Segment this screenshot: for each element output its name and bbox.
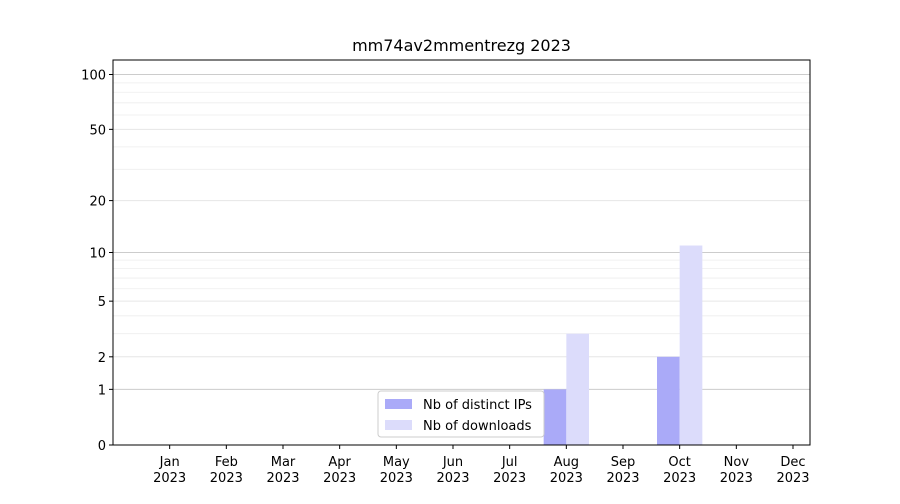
y-tick-label: 100	[81, 69, 106, 84]
legend-swatch	[385, 399, 412, 409]
grid-lines	[113, 74, 810, 390]
bar-downloads	[679, 245, 703, 445]
legend-label: Nb of distinct IPs	[423, 398, 532, 413]
y-tick-label: 5	[98, 295, 106, 310]
legend-box	[377, 390, 545, 438]
bars	[543, 245, 703, 445]
y-axis-ticks: 0 1 2 5 10 20 50 100	[81, 69, 113, 454]
x-tick-label: Aug 2023	[550, 455, 583, 486]
y-tick-label: 10	[89, 247, 106, 262]
bar-downloads	[566, 333, 589, 445]
chart-title: mm74av2mmentrezg 2023	[352, 36, 571, 55]
x-tick-label: Oct 2023	[663, 455, 696, 486]
y-tick-label: 50	[89, 123, 106, 138]
y-tick-label: 2	[98, 351, 106, 366]
y-tick-label: 1	[98, 383, 106, 398]
x-tick-label: Sep 2023	[606, 455, 639, 486]
x-axis-ticks: Jan 2023 Feb 2023 Mar 2023 Apr 2023 May 2023 Jun 20…	[153, 445, 810, 486]
x-tick-label: Mar 2023	[266, 455, 299, 486]
bar-distinct-ips	[657, 356, 680, 445]
y-tick-label: 0	[98, 439, 106, 454]
legend-label: Nb of downloads	[423, 419, 532, 434]
x-tick-label: Nov 2023	[720, 455, 753, 486]
x-tick-label: Jan 2023	[153, 455, 186, 486]
bar-distinct-ips	[543, 389, 567, 445]
x-tick-label: Jul 2023	[493, 455, 526, 486]
x-tick-label: Jun 2023	[436, 455, 469, 486]
x-tick-label: Dec 2023	[776, 455, 809, 486]
legend-swatch	[385, 420, 412, 430]
x-tick-label: Apr 2023	[323, 455, 356, 486]
y-tick-label: 20	[89, 195, 106, 210]
x-tick-label: Feb 2023	[210, 455, 243, 486]
legend: Nb of distinct IPs Nb of downloads	[377, 390, 545, 438]
x-tick-label: May 2023	[380, 455, 413, 486]
